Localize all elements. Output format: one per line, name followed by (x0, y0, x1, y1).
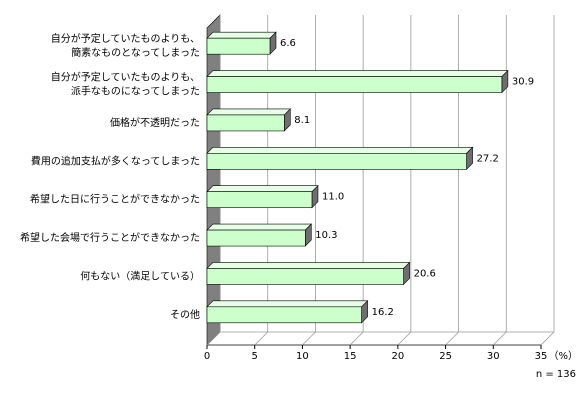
x-unit: （%） (548, 350, 578, 362)
bar-top (206, 300, 369, 308)
x-tick-label: 25 (439, 351, 452, 362)
y-tick-label: 費用の追加支払が多くなってしまった (31, 154, 200, 167)
value-label: 10.3 (315, 230, 337, 241)
bar (206, 37, 271, 55)
bar-top (206, 185, 319, 192)
x-tick-label: 35 (535, 351, 548, 362)
bar-top (206, 70, 509, 77)
bar (206, 229, 306, 247)
bar (206, 76, 503, 93)
bar-top (206, 31, 277, 39)
grid-line (540, 15, 555, 346)
bar (206, 306, 362, 324)
grid-line (445, 15, 459, 346)
bar-top (206, 108, 292, 116)
bar (206, 268, 404, 285)
bar-top (206, 223, 313, 231)
x-tick-label: 15 (344, 351, 357, 362)
bar-top (206, 262, 411, 269)
grid-line (302, 15, 316, 346)
x-tick-label: 30 (487, 351, 500, 362)
bar (206, 114, 285, 132)
value-label: 27.2 (477, 153, 499, 164)
y-tick-label: 自分が予定していたものよりも、 (51, 32, 200, 45)
value-label: 6.6 (280, 38, 296, 49)
y-tick-label: 派手なものになってしまった (71, 85, 200, 98)
value-label: 30.9 (512, 77, 534, 88)
y-tick-label: 希望した会場で行うことができなかった (20, 231, 200, 244)
value-label: 20.6 (414, 268, 436, 279)
x-tick-label: 10 (296, 351, 309, 362)
value-label: 8.1 (294, 115, 310, 126)
y-tick-label: 自分が予定していたものよりも、 (51, 71, 200, 84)
x-tick-label: 5 (252, 351, 258, 362)
grid-line (397, 15, 412, 346)
y-tick-label: 簡素なものとなってしまった (71, 46, 200, 59)
y-tick-label: 希望した日に行うことができなかった (30, 193, 200, 206)
value-label: 16.2 (372, 307, 394, 318)
y-tick-label: 価格が不透明だった (110, 116, 200, 129)
grid-line (349, 15, 364, 346)
bar (206, 153, 467, 170)
y-tick-label: その他 (170, 308, 200, 321)
bar-top (206, 147, 474, 154)
side-wall (206, 14, 221, 346)
grid-line (493, 15, 507, 346)
bar (206, 191, 313, 208)
note: n = 136 (536, 369, 576, 380)
x-tick-label: 20 (391, 351, 404, 362)
x-tick-label: 0 (204, 351, 210, 362)
grid-line (254, 15, 269, 346)
value-label: 11.0 (322, 192, 344, 203)
y-tick-label: 何もない（満足している） (80, 269, 200, 282)
